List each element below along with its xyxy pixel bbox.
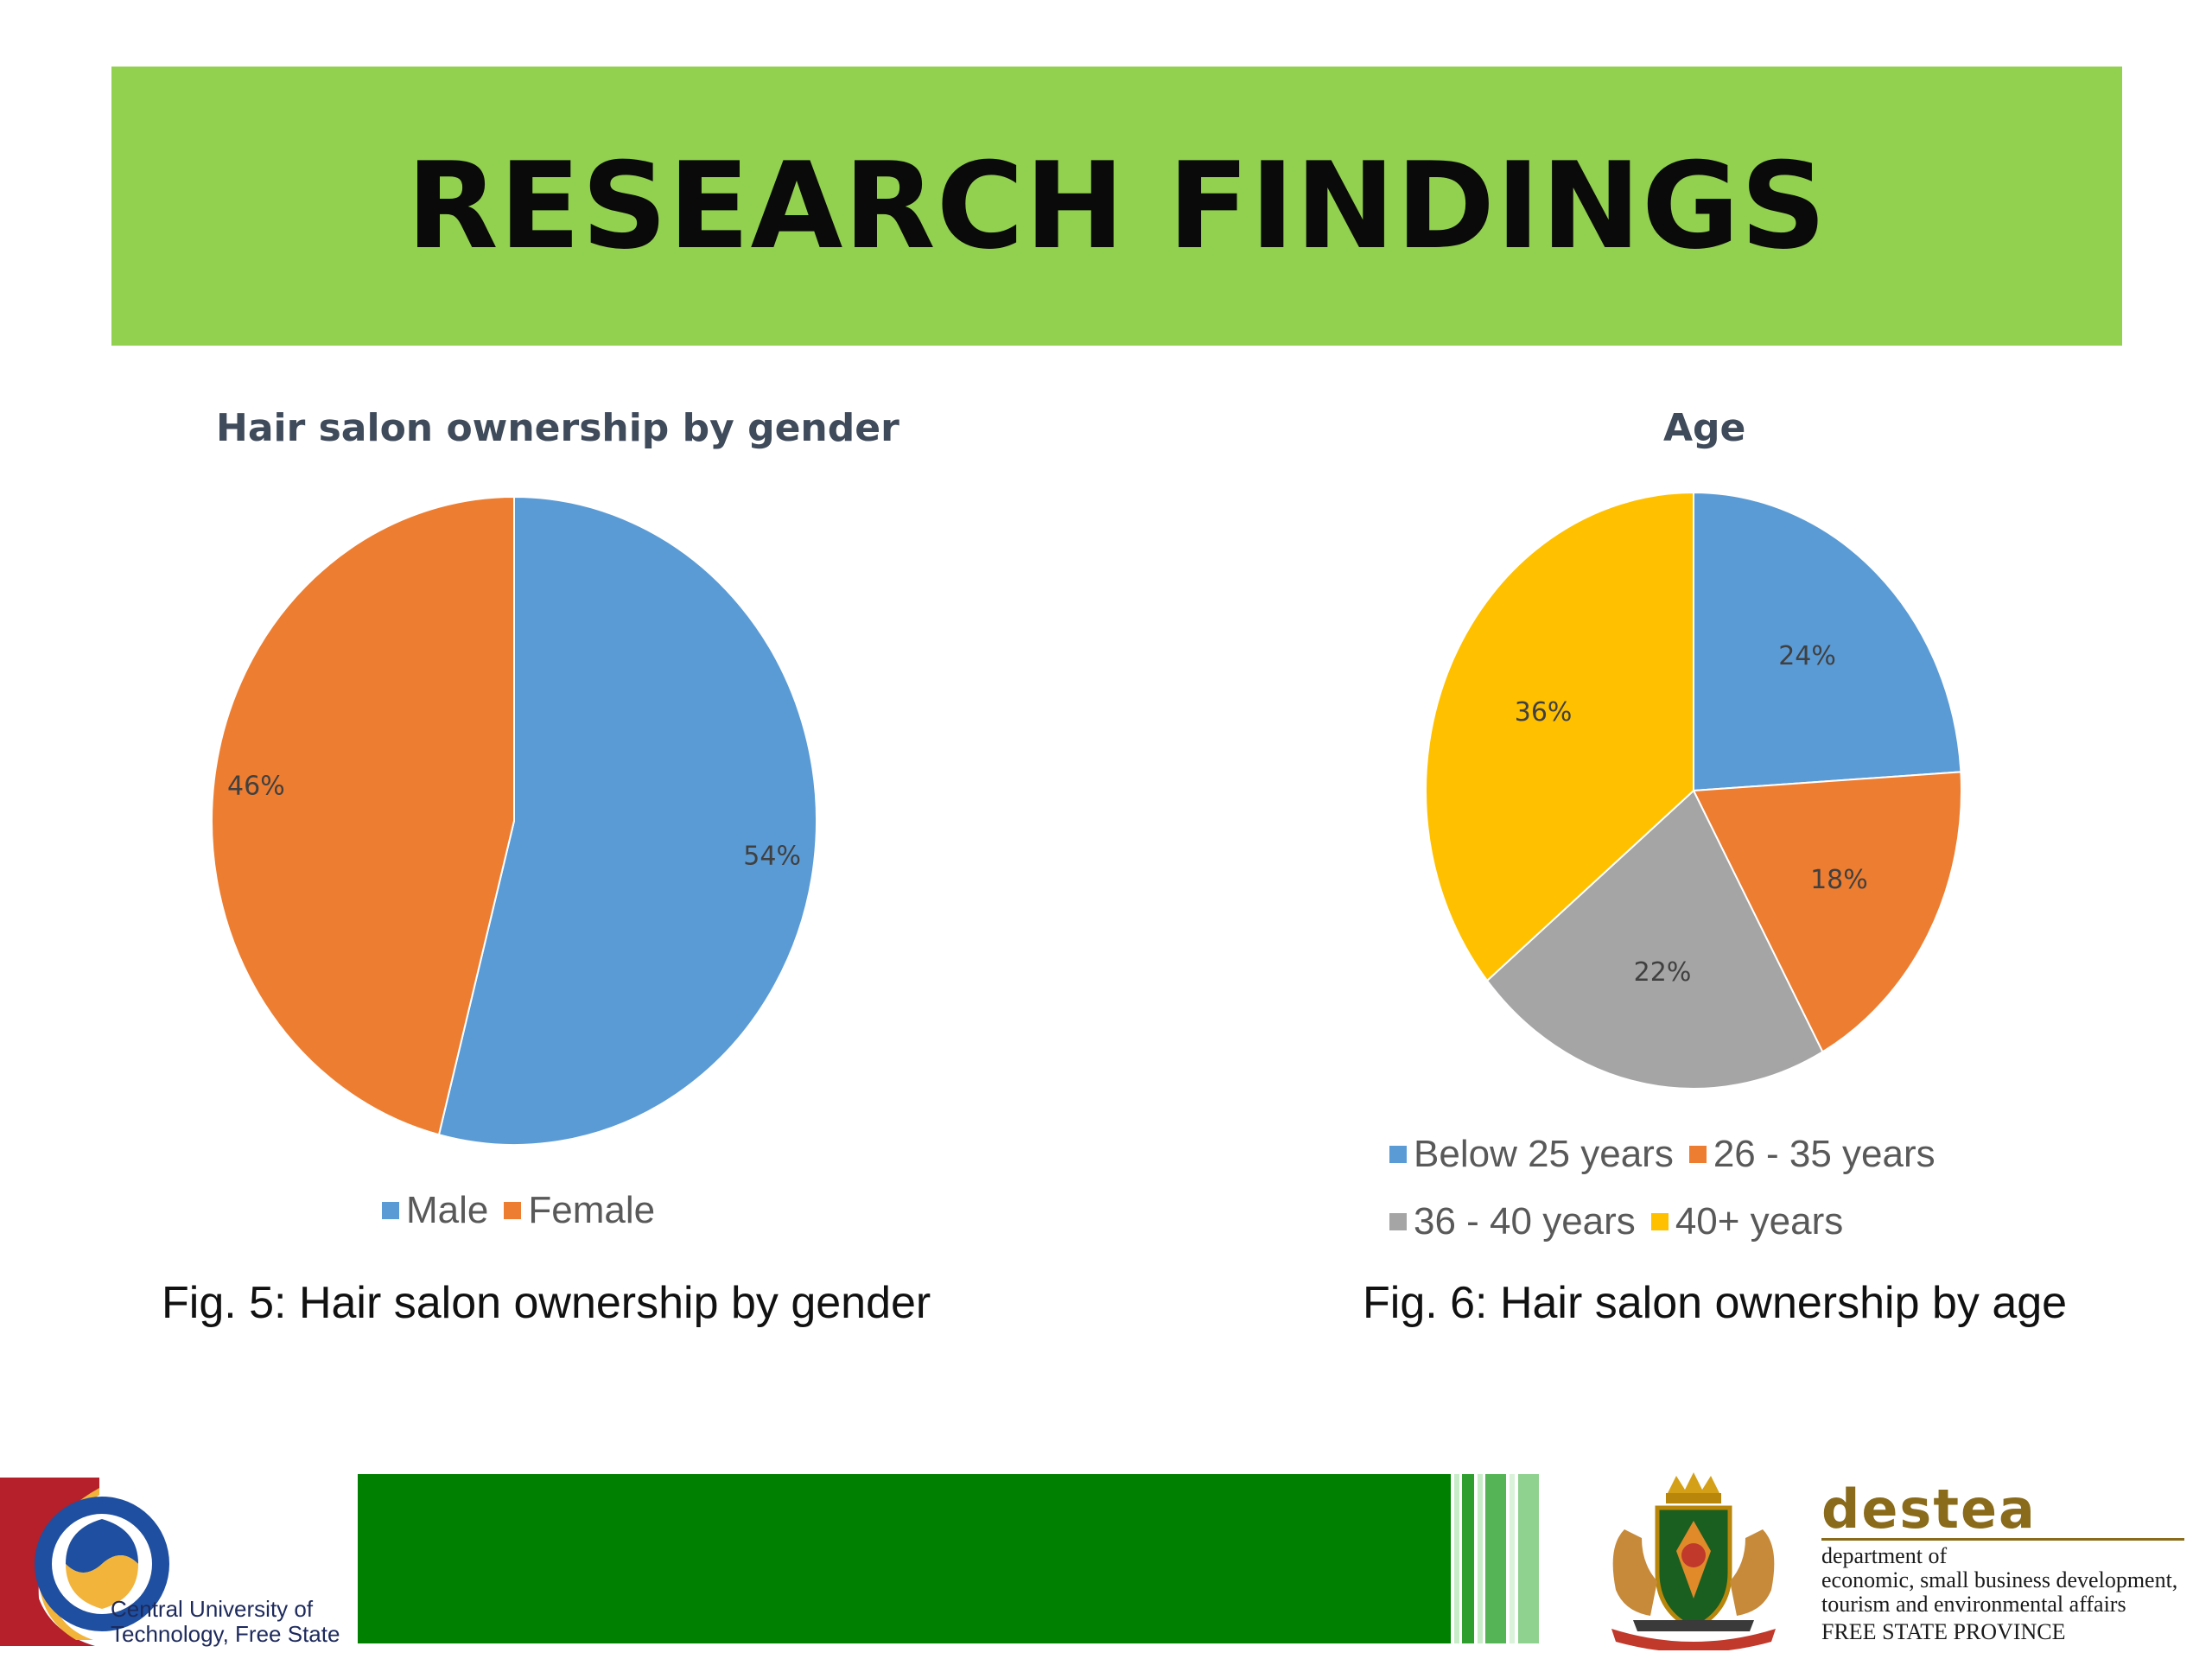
cut-name-line-1: Central University of bbox=[111, 1596, 314, 1622]
age-slice-26-35-years bbox=[1692, 771, 1962, 1053]
destea-wordmark: destea bbox=[1821, 1478, 2037, 1541]
age-legend-swatch bbox=[1389, 1213, 1407, 1230]
slide-title: RESEARCH FINDINGS bbox=[406, 137, 1827, 276]
footer-green-bar bbox=[358, 1474, 1451, 1643]
title-banner: RESEARCH FINDINGS bbox=[111, 67, 2122, 346]
age-pie-chart: 24% 18% 22% 36% bbox=[1425, 491, 1962, 1090]
gender-legend-item: Male bbox=[382, 1189, 488, 1232]
age-legend-swatch bbox=[1389, 1146, 1407, 1163]
gender-legend-item: Female bbox=[504, 1189, 655, 1232]
age-chart-title: Age bbox=[1663, 406, 1746, 450]
destea-line-4: FREE STATE PROVINCE bbox=[1821, 1619, 2066, 1644]
gender-legend-label: Male bbox=[406, 1189, 489, 1231]
age-legend-label: Below 25 years bbox=[1414, 1133, 1674, 1175]
gender-legend-label: Female bbox=[528, 1189, 656, 1231]
gender-pie-chart: 54% 46% bbox=[211, 495, 817, 1146]
age-legend-swatch bbox=[1650, 1213, 1669, 1230]
age-legend-swatch bbox=[1688, 1146, 1707, 1163]
gender-slice-female bbox=[211, 495, 515, 1136]
gender-legend-swatch bbox=[504, 1202, 522, 1219]
age-legend: Below 25 years 26 - 35 years 36 - 40 years… bbox=[1389, 1119, 2020, 1254]
footer-stripe bbox=[1462, 1474, 1474, 1643]
age-data-label: 18% bbox=[1810, 865, 1868, 895]
footer-stripe bbox=[1454, 1474, 1459, 1643]
fig5-caption: Fig. 5: Hair salon ownership by gender bbox=[162, 1278, 931, 1328]
destea-line-2: economic, small business development, bbox=[1821, 1567, 2178, 1592]
age-data-label: 24% bbox=[1778, 641, 1836, 671]
cut-name-line-2: Technology, Free State bbox=[111, 1621, 340, 1647]
age-legend-item: 26 - 35 years bbox=[1688, 1122, 1936, 1186]
destea-line-1: department of bbox=[1821, 1543, 1948, 1568]
free-state-coat-of-arms bbox=[1611, 1472, 1776, 1650]
destea-line-3: tourism and environmental affairs bbox=[1821, 1592, 2126, 1617]
age-legend-item: 40+ years bbox=[1650, 1190, 1844, 1254]
footer-stripe bbox=[1518, 1474, 1539, 1643]
footer-stripe bbox=[1478, 1474, 1483, 1643]
age-slice-below-25-years bbox=[1693, 491, 1962, 792]
age-slice-36-40-years bbox=[1485, 789, 1824, 1090]
age-legend-label: 36 - 40 years bbox=[1414, 1200, 1636, 1243]
gender-chart-title: Hair salon ownership by gender bbox=[216, 406, 899, 450]
gender-legend-swatch bbox=[382, 1202, 399, 1219]
gender-data-label: 46% bbox=[227, 772, 285, 802]
age-legend-label: 26 - 35 years bbox=[1713, 1133, 1936, 1175]
cut-institution-name: Central University of Technology, Free S… bbox=[111, 1597, 340, 1647]
age-data-label: 36% bbox=[1515, 697, 1573, 728]
fig6-caption: Fig. 6: Hair salon ownership by age bbox=[1363, 1278, 2068, 1328]
gender-slice-male bbox=[437, 495, 817, 1146]
gender-data-label: 54% bbox=[743, 841, 801, 871]
footer-stripe bbox=[1510, 1474, 1515, 1643]
age-data-label: 22% bbox=[1634, 957, 1692, 988]
age-legend-item: 36 - 40 years bbox=[1389, 1190, 1636, 1254]
age-legend-item: Below 25 years bbox=[1389, 1122, 1674, 1186]
gender-legend: Male Female bbox=[382, 1185, 671, 1232]
cut-logo bbox=[0, 1478, 169, 1646]
footer-stripe bbox=[1485, 1474, 1506, 1643]
age-slice-40-years bbox=[1425, 491, 1694, 982]
destea-rule bbox=[1821, 1538, 2184, 1541]
age-legend-label: 40+ years bbox=[1675, 1200, 1844, 1243]
